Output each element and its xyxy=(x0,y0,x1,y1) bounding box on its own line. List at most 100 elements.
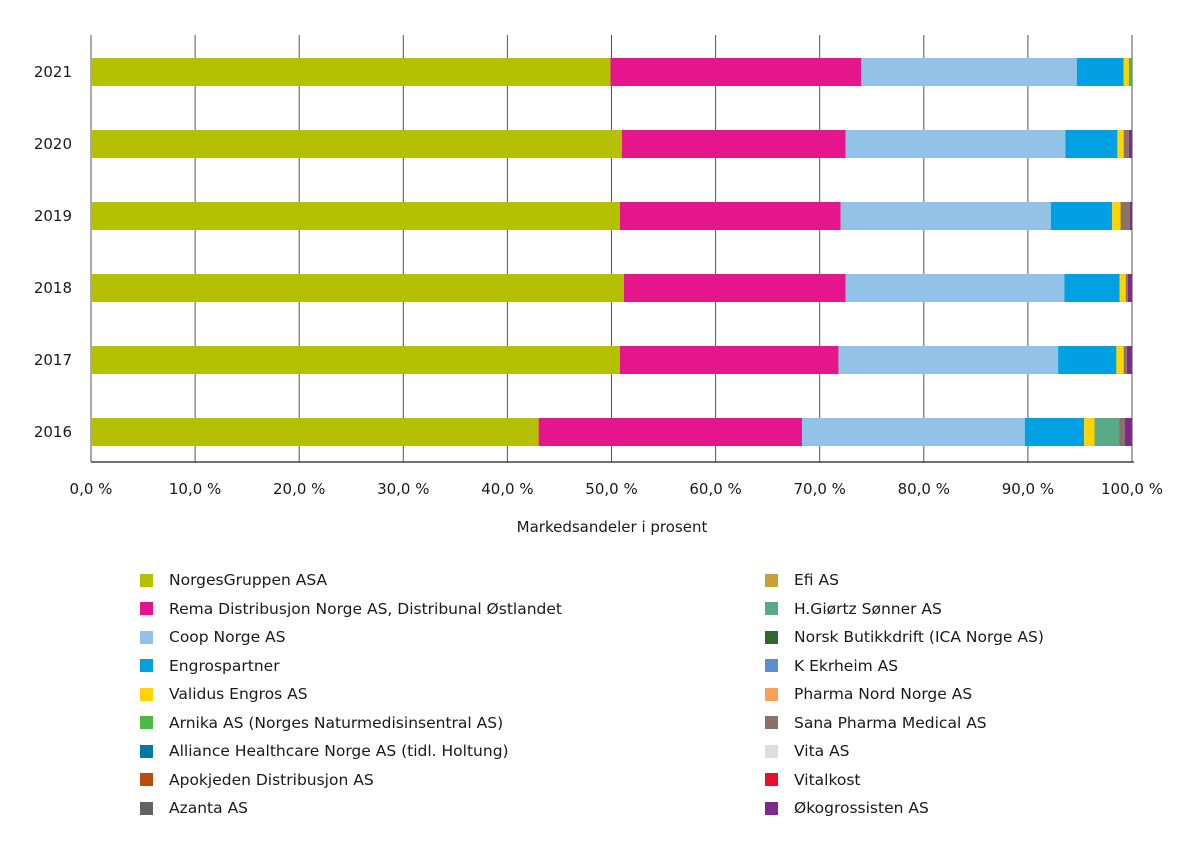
x-tick-label: 70,0 % xyxy=(793,480,845,498)
y-tick-label: 2016 xyxy=(34,423,72,441)
legend-label: Validus Engros AS xyxy=(169,685,308,704)
x-tick-label: 30,0 % xyxy=(377,480,429,498)
legend-swatch xyxy=(765,687,778,701)
x-tick-label: 80,0 % xyxy=(898,480,950,498)
bar-segment xyxy=(1120,202,1130,230)
bar-segment xyxy=(1084,418,1095,446)
bar-segment xyxy=(91,130,622,158)
bar-segment xyxy=(1123,58,1129,86)
bar-segment xyxy=(1024,418,1085,446)
legend-swatch xyxy=(765,716,778,730)
legend-label: Vita AS xyxy=(794,742,850,761)
legend-item: Økogrossisten AS xyxy=(765,794,1044,823)
bar-segment xyxy=(1124,418,1132,446)
legend-swatch xyxy=(140,801,153,815)
legend-swatch xyxy=(140,773,153,787)
y-tick-label: 2021 xyxy=(34,63,72,81)
legend-item: H.Giørtz Sønner AS xyxy=(765,595,1044,624)
bar-segment xyxy=(1123,346,1127,374)
bar-segment xyxy=(1065,130,1118,158)
bar-segment xyxy=(623,274,846,302)
legend-label: K Ekrheim AS xyxy=(794,656,899,675)
bar-segment xyxy=(91,346,620,374)
legend-item: NorgesGruppen ASA xyxy=(140,566,562,595)
bar-segment xyxy=(1116,346,1124,374)
y-tick-label: 2018 xyxy=(34,279,72,297)
bar-segment xyxy=(610,58,862,86)
bar-segment xyxy=(1123,130,1129,158)
legend-swatch xyxy=(765,630,778,644)
legend-label: Efi AS xyxy=(794,571,839,590)
y-tick-labels: 2021 2020 2019 2018 2017 2016 xyxy=(34,63,72,441)
legend-label: Apokjeden Distribusjon AS xyxy=(169,770,374,789)
legend-item: Vitalkost xyxy=(765,766,1044,795)
legend-swatch xyxy=(765,573,778,587)
legend-item: Sana Pharma Medical AS xyxy=(765,709,1044,738)
legend-item: Norsk Butikkdrift (ICA Norge AS) xyxy=(765,623,1044,652)
legend-swatch xyxy=(140,716,153,730)
legend-swatch xyxy=(765,659,778,673)
bar-series xyxy=(91,58,1132,446)
bar-segment xyxy=(619,202,841,230)
x-tick-labels: 0,0 % 10,0 % 20,0 % 30,0 % 40,0 % 50,0 % 60,0 … xyxy=(70,480,1163,498)
legend-item: Azanta AS xyxy=(140,794,562,823)
legend-label: Vitalkost xyxy=(794,770,861,789)
legend-label: Engrospartner xyxy=(169,656,280,675)
bar-segment xyxy=(1094,418,1120,446)
x-tick-label: 40,0 % xyxy=(481,480,533,498)
legend-label: Sana Pharma Medical AS xyxy=(794,713,987,732)
gridlines xyxy=(90,35,1133,462)
bar-segment xyxy=(538,418,803,446)
legend-swatch xyxy=(765,801,778,815)
legend-label: H.Giørtz Sønner AS xyxy=(794,599,942,618)
bar-segment xyxy=(91,418,539,446)
bar-segment xyxy=(621,130,846,158)
bar-segment xyxy=(1119,274,1126,302)
bar-segment xyxy=(840,202,1051,230)
legend-item: Efi AS xyxy=(765,566,1044,595)
y-tick-label: 2017 xyxy=(34,351,72,369)
legend-right: Efi AS H.Giørtz Sønner AS Norsk Butikkdrif… xyxy=(765,566,1044,823)
bar-segment xyxy=(1058,346,1117,374)
legend-swatch xyxy=(140,573,153,587)
legend-label: Rema Distribusjon Norge AS, Distribunal … xyxy=(169,599,562,618)
legend-label: Økogrossisten AS xyxy=(794,799,929,818)
legend-swatch xyxy=(765,744,778,758)
legend-item: Pharma Nord Norge AS xyxy=(765,680,1044,709)
bar-segment xyxy=(802,418,1025,446)
legend-label: Norsk Butikkdrift (ICA Norge AS) xyxy=(794,628,1044,647)
y-tick-label: 2020 xyxy=(34,135,72,153)
legend-item: Arnika AS (Norges Naturmedisinsentral AS… xyxy=(140,709,562,738)
bar-segment xyxy=(1050,202,1113,230)
y-tick-label: 2019 xyxy=(34,207,72,225)
legend-label: Coop Norge AS xyxy=(169,628,286,647)
legend-swatch xyxy=(140,687,153,701)
bar-segment xyxy=(1112,202,1121,230)
legend-item: Rema Distribusjon Norge AS, Distribunal … xyxy=(140,595,562,624)
bar-segment xyxy=(1128,130,1132,158)
legend-item: K Ekrheim AS xyxy=(765,652,1044,681)
bar-segment xyxy=(1127,274,1132,302)
legend-swatch xyxy=(765,602,778,616)
legend-item: Engrospartner xyxy=(140,652,562,681)
legend-swatch xyxy=(140,630,153,644)
bar-segment xyxy=(1126,346,1132,374)
x-axis-title: Markedsandeler i prosent xyxy=(517,518,708,536)
legend-item: Alliance Healthcare Norge AS (tidl. Holt… xyxy=(140,737,562,766)
x-tick-label: 60,0 % xyxy=(689,480,741,498)
bar-segment xyxy=(91,58,611,86)
legend-item: Coop Norge AS xyxy=(140,623,562,652)
bar-segment xyxy=(845,274,1065,302)
bar-segment xyxy=(845,130,1066,158)
bar-segment xyxy=(1064,274,1120,302)
x-tick-label: 20,0 % xyxy=(273,480,325,498)
legend-label: Alliance Healthcare Norge AS (tidl. Holt… xyxy=(169,742,509,761)
bar-segment xyxy=(1076,58,1124,86)
legend-item: Validus Engros AS xyxy=(140,680,562,709)
legend-label: Pharma Nord Norge AS xyxy=(794,685,973,704)
legend-left: NorgesGruppen ASA Rema Distribusjon Norge… xyxy=(140,566,562,823)
x-tick-label: 90,0 % xyxy=(1002,480,1054,498)
x-tick-label: 50,0 % xyxy=(585,480,637,498)
bar-segment xyxy=(619,346,839,374)
stacked-bar-chart: 2021 2020 2019 2018 2017 2016 0,0 % 10,0 % 20,0… xyxy=(34,35,1163,536)
